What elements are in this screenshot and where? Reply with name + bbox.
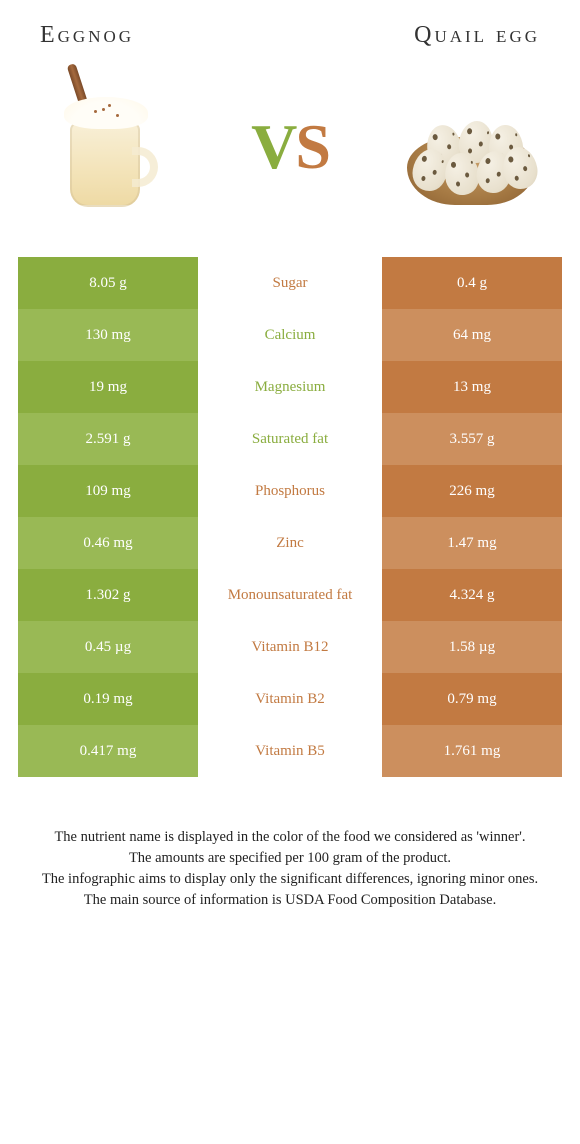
nutrient-row: 130 mgCalcium64 mg (18, 309, 562, 361)
nutrient-row: 109 mgPhosphorus226 mg (18, 465, 562, 517)
quail-egg-image (390, 67, 550, 227)
nutrient-name: Magnesium (198, 361, 382, 413)
nutrient-table: 8.05 gSugar0.4 g130 mgCalcium64 mg19 mgM… (0, 257, 580, 777)
right-value: 226 mg (382, 465, 562, 517)
right-value: 13 mg (382, 361, 562, 413)
left-value: 109 mg (18, 465, 198, 517)
vs-label: VS (251, 110, 329, 184)
left-value: 0.19 mg (18, 673, 198, 725)
right-title: Quail egg (414, 22, 540, 49)
left-value: 0.45 µg (18, 621, 198, 673)
nutrient-name: Calcium (198, 309, 382, 361)
header: Eggnog Quail egg (0, 0, 580, 49)
nutrient-row: 8.05 gSugar0.4 g (18, 257, 562, 309)
nutrient-row: 2.591 gSaturated fat3.557 g (18, 413, 562, 465)
left-value: 130 mg (18, 309, 198, 361)
nutrient-row: 0.46 mgZinc1.47 mg (18, 517, 562, 569)
nutrient-row: 1.302 gMonounsaturated fat4.324 g (18, 569, 562, 621)
left-value: 2.591 g (18, 413, 198, 465)
nutrient-name: Monounsaturated fat (198, 569, 382, 621)
left-title: Eggnog (40, 22, 134, 49)
nutrient-name: Sugar (198, 257, 382, 309)
nutrient-name: Saturated fat (198, 413, 382, 465)
nutrient-name: Vitamin B2 (198, 673, 382, 725)
left-value: 19 mg (18, 361, 198, 413)
left-value: 1.302 g (18, 569, 198, 621)
footer-notes: The nutrient name is displayed in the co… (0, 777, 580, 911)
right-value: 1.58 µg (382, 621, 562, 673)
vs-v: V (251, 110, 295, 184)
infographic-root: Eggnog Quail egg VS (0, 0, 580, 911)
right-value: 1.761 mg (382, 725, 562, 777)
left-value: 8.05 g (18, 257, 198, 309)
eggnog-image (30, 67, 190, 227)
right-value: 0.79 mg (382, 673, 562, 725)
nutrient-row: 19 mgMagnesium13 mg (18, 361, 562, 413)
footer-line: The amounts are specified per 100 gram o… (28, 848, 552, 869)
nutrient-row: 0.19 mgVitamin B20.79 mg (18, 673, 562, 725)
nutrient-name: Vitamin B5 (198, 725, 382, 777)
right-value: 64 mg (382, 309, 562, 361)
nutrient-name: Vitamin B12 (198, 621, 382, 673)
footer-line: The infographic aims to display only the… (28, 869, 552, 890)
right-value: 3.557 g (382, 413, 562, 465)
left-value: 0.417 mg (18, 725, 198, 777)
footer-line: The nutrient name is displayed in the co… (28, 827, 552, 848)
images-row: VS (0, 49, 580, 257)
nutrient-row: 0.417 mgVitamin B51.761 mg (18, 725, 562, 777)
left-value: 0.46 mg (18, 517, 198, 569)
nutrient-row: 0.45 µgVitamin B121.58 µg (18, 621, 562, 673)
nutrient-name: Zinc (198, 517, 382, 569)
vs-s: S (295, 110, 329, 184)
right-value: 1.47 mg (382, 517, 562, 569)
right-value: 0.4 g (382, 257, 562, 309)
footer-line: The main source of information is USDA F… (28, 890, 552, 911)
right-value: 4.324 g (382, 569, 562, 621)
nutrient-name: Phosphorus (198, 465, 382, 517)
